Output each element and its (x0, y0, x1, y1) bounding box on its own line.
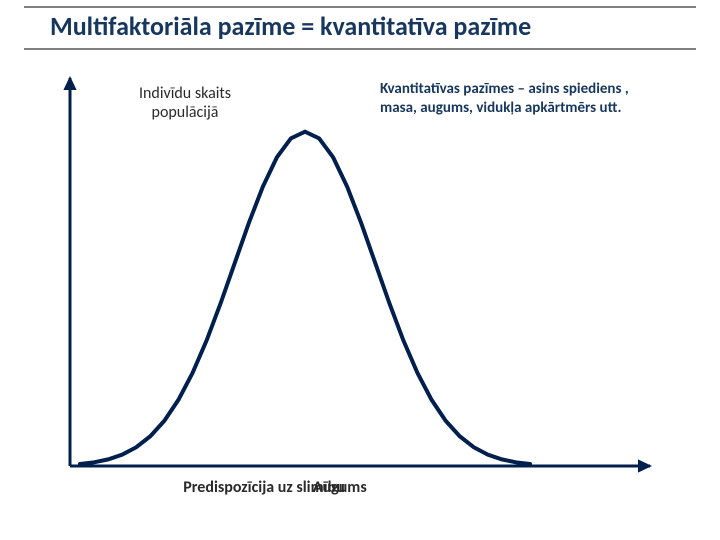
axes (70, 78, 650, 466)
x-axis-label-b: Augums (313, 478, 367, 497)
y-axis-arrow-icon (63, 76, 76, 90)
title-rule-top (24, 6, 696, 8)
chart-area (40, 66, 680, 506)
slide: Multifaktoriāla pazīme = kvantitatīva pa… (0, 0, 720, 540)
title-rule-bottom (24, 48, 696, 50)
x-axis-arrow-icon (638, 459, 652, 472)
bell-curve-svg (40, 66, 680, 506)
bell-curve (80, 132, 530, 464)
title-region: Multifaktoriāla pazīme = kvantitatīva pa… (0, 6, 720, 46)
page-title: Multifaktoriāla pazīme = kvantitatīva pa… (50, 10, 696, 42)
x-axis-label: Predispozīcija uz slimībuAugums (145, 478, 405, 497)
